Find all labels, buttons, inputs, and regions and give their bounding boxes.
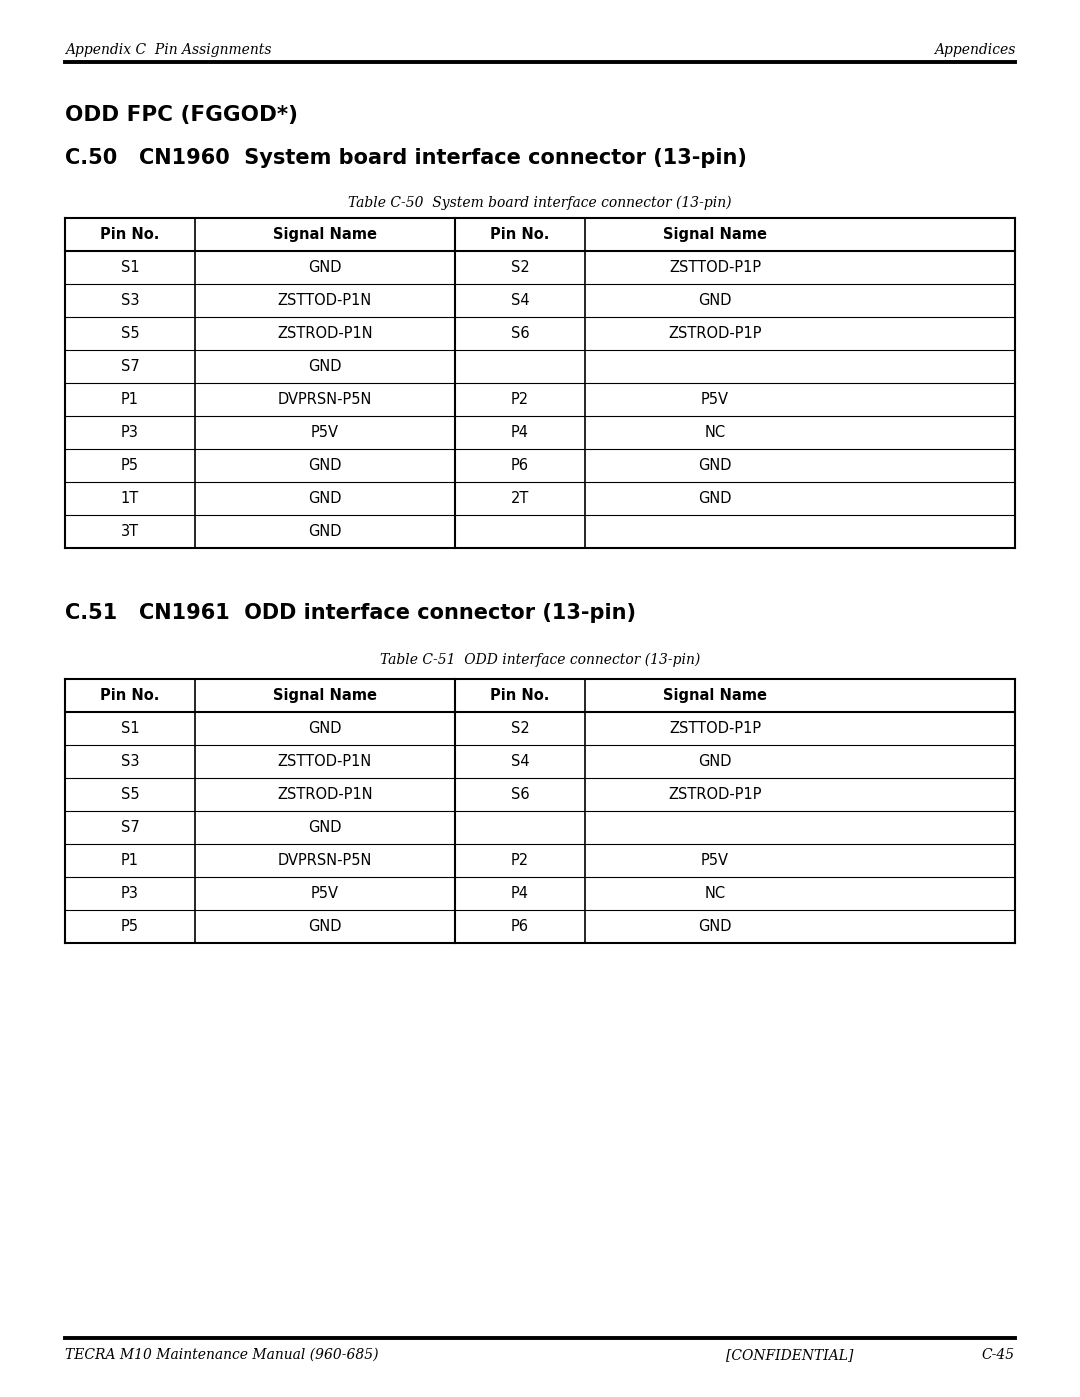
Text: P5V: P5V <box>311 886 339 901</box>
Text: GND: GND <box>699 919 732 935</box>
Text: S7: S7 <box>121 359 139 374</box>
Text: S2: S2 <box>511 721 529 736</box>
Text: Pin No.: Pin No. <box>100 226 160 242</box>
Text: NC: NC <box>704 425 726 440</box>
Text: S1: S1 <box>121 260 139 275</box>
Text: ZSTTOD-P1P: ZSTTOD-P1P <box>669 260 761 275</box>
Text: P5V: P5V <box>701 854 729 868</box>
Text: S1: S1 <box>121 721 139 736</box>
Text: Pin No.: Pin No. <box>100 687 160 703</box>
Text: ZSTROD-P1N: ZSTROD-P1N <box>278 326 373 341</box>
Text: ZSTTOD-P1N: ZSTTOD-P1N <box>278 293 373 307</box>
Text: GND: GND <box>699 490 732 506</box>
Text: ZSTROD-P1N: ZSTROD-P1N <box>278 787 373 802</box>
Text: S4: S4 <box>511 293 529 307</box>
Text: S6: S6 <box>511 326 529 341</box>
Text: ZSTROD-P1P: ZSTROD-P1P <box>669 787 761 802</box>
Text: DVPRSN-P5N: DVPRSN-P5N <box>278 854 373 868</box>
Text: P5V: P5V <box>311 425 339 440</box>
Text: P1: P1 <box>121 393 139 407</box>
Text: DVPRSN-P5N: DVPRSN-P5N <box>278 393 373 407</box>
Text: S2: S2 <box>511 260 529 275</box>
Text: GND: GND <box>308 458 341 474</box>
Text: C.51   CN1961  ODD interface connector (13-pin): C.51 CN1961 ODD interface connector (13-… <box>65 604 636 623</box>
Text: 3T: 3T <box>121 524 139 539</box>
Text: GND: GND <box>699 754 732 768</box>
Text: GND: GND <box>308 524 341 539</box>
Text: C-45: C-45 <box>982 1348 1015 1362</box>
Text: S5: S5 <box>121 787 139 802</box>
Text: Signal Name: Signal Name <box>663 226 767 242</box>
Text: Table C-50  System board interface connector (13-pin): Table C-50 System board interface connec… <box>348 196 732 211</box>
Text: ZSTTOD-P1N: ZSTTOD-P1N <box>278 754 373 768</box>
Text: P3: P3 <box>121 425 139 440</box>
Text: GND: GND <box>308 490 341 506</box>
Text: Signal Name: Signal Name <box>273 226 377 242</box>
Text: P6: P6 <box>511 458 529 474</box>
Text: GND: GND <box>699 458 732 474</box>
Text: P5: P5 <box>121 919 139 935</box>
Text: GND: GND <box>308 359 341 374</box>
Text: GND: GND <box>308 820 341 835</box>
Text: S4: S4 <box>511 754 529 768</box>
Text: ZSTROD-P1P: ZSTROD-P1P <box>669 326 761 341</box>
Text: Pin No.: Pin No. <box>490 687 550 703</box>
Text: 1T: 1T <box>121 490 139 506</box>
Text: P3: P3 <box>121 886 139 901</box>
Text: Appendices: Appendices <box>933 43 1015 57</box>
Text: GND: GND <box>699 293 732 307</box>
Text: S5: S5 <box>121 326 139 341</box>
Text: P5: P5 <box>121 458 139 474</box>
Text: [CONFIDENTIAL]: [CONFIDENTIAL] <box>727 1348 853 1362</box>
Text: ODD FPC (FGGOD*): ODD FPC (FGGOD*) <box>65 105 298 124</box>
Text: 2T: 2T <box>511 490 529 506</box>
Text: S3: S3 <box>121 754 139 768</box>
Text: Signal Name: Signal Name <box>663 687 767 703</box>
Text: P2: P2 <box>511 854 529 868</box>
Text: NC: NC <box>704 886 726 901</box>
Text: Table C-51  ODD interface connector (13-pin): Table C-51 ODD interface connector (13-p… <box>380 652 700 668</box>
Text: S6: S6 <box>511 787 529 802</box>
Text: Pin No.: Pin No. <box>490 226 550 242</box>
Text: P1: P1 <box>121 854 139 868</box>
Text: Signal Name: Signal Name <box>273 687 377 703</box>
Text: S3: S3 <box>121 293 139 307</box>
Text: GND: GND <box>308 260 341 275</box>
Text: GND: GND <box>308 721 341 736</box>
Text: S7: S7 <box>121 820 139 835</box>
Text: C.50   CN1960  System board interface connector (13-pin): C.50 CN1960 System board interface conne… <box>65 148 747 168</box>
Text: P4: P4 <box>511 425 529 440</box>
Text: ZSTTOD-P1P: ZSTTOD-P1P <box>669 721 761 736</box>
Text: P6: P6 <box>511 919 529 935</box>
Text: GND: GND <box>308 919 341 935</box>
Text: Appendix C  Pin Assignments: Appendix C Pin Assignments <box>65 43 271 57</box>
Text: TECRA M10 Maintenance Manual (960-685): TECRA M10 Maintenance Manual (960-685) <box>65 1348 378 1362</box>
Text: P5V: P5V <box>701 393 729 407</box>
Text: P4: P4 <box>511 886 529 901</box>
Text: P2: P2 <box>511 393 529 407</box>
